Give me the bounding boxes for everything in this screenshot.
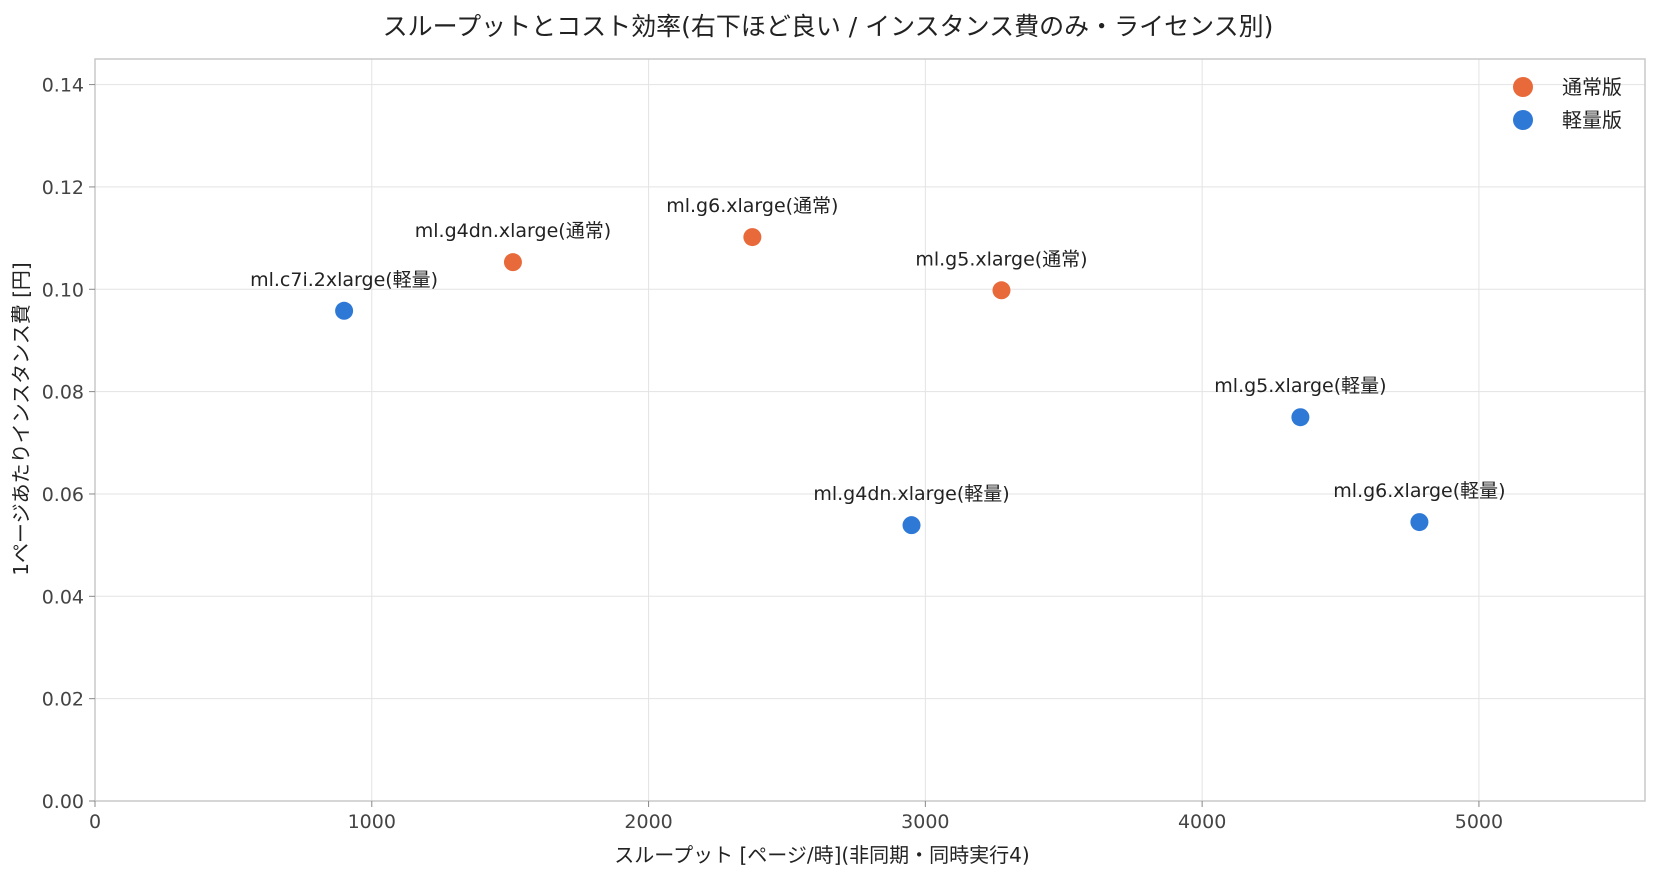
data-point: [743, 228, 762, 247]
legend-marker: [1513, 77, 1533, 97]
data-point: [1410, 513, 1429, 532]
y-tick-label: 0.02: [42, 689, 84, 711]
x-tick-label: 3000: [901, 811, 949, 833]
data-point-label: ml.g5.xlarge(軽量): [1214, 375, 1386, 397]
y-tick-label: 0.06: [42, 484, 84, 506]
data-points: ml.g4dn.xlarge(通常) ml.g6.xlarge(通常) ml.g5.…: [250, 195, 1506, 535]
y-tick-label: 0.08: [42, 382, 84, 404]
axis-ticks: 0 1000 2000 3000 4000 5000 0.00 0.02 0.04 0.06 0.0…: [42, 75, 1503, 833]
x-tick-label: 0: [89, 811, 101, 833]
x-tick-label: 2000: [624, 811, 672, 833]
legend-marker: [1513, 110, 1533, 130]
data-point: [902, 516, 921, 535]
y-tick-label: 0.04: [42, 586, 84, 608]
grid-lines: [94, 59, 1645, 802]
data-point-label: ml.g4dn.xlarge(軽量): [813, 483, 1009, 505]
data-point-label: ml.g4dn.xlarge(通常): [415, 220, 611, 242]
data-point: [1291, 408, 1310, 427]
y-tick-label: 0.12: [42, 177, 84, 199]
chart-title: スループットとコスト効率(右下ほど良い / インスタンス費のみ・ライセンス別): [383, 12, 1274, 41]
x-axis-label: スループット [ページ/時](非同期・同時実行4): [614, 843, 1029, 867]
x-tick-label: 5000: [1455, 811, 1503, 833]
data-point-label: ml.c7i.2xlarge(軽量): [250, 269, 438, 291]
y-axis-label: 1ページあたりインスタンス費 [円]: [9, 262, 33, 576]
y-tick-label: 0.14: [42, 75, 84, 97]
data-point: [335, 301, 354, 320]
legend-entry: 軽量版: [1562, 108, 1622, 132]
data-point-label: ml.g6.xlarge(通常): [666, 195, 838, 217]
data-point: [992, 281, 1011, 300]
data-point-label: ml.g5.xlarge(通常): [915, 248, 1087, 270]
legend-entry: 通常版: [1562, 75, 1622, 99]
y-tick-label: 0.00: [42, 791, 84, 813]
x-tick-label: 4000: [1178, 811, 1226, 833]
data-point-label: ml.g6.xlarge(軽量): [1333, 480, 1505, 502]
y-tick-label: 0.10: [42, 279, 84, 301]
plot-frame: [94, 58, 1646, 802]
data-point: [503, 253, 522, 272]
x-tick-label: 1000: [348, 811, 396, 833]
